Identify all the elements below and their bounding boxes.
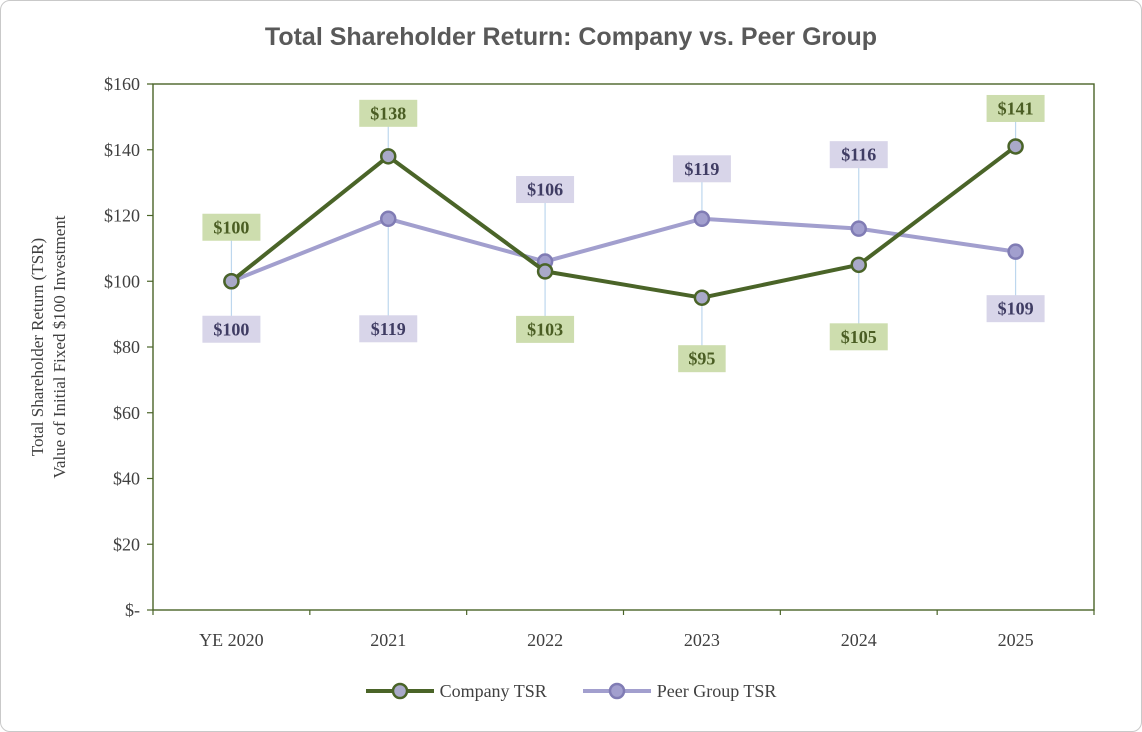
series-peer-group-tsr xyxy=(223,210,1024,290)
legend-label-peer-group-tsr: Peer Group TSR xyxy=(656,680,777,701)
legend-item-peer-group-tsr: Peer Group TSR xyxy=(582,680,777,702)
legend-marker-company-tsr xyxy=(365,682,434,700)
axes: $- $20 $40 $60 $80 $100 $120 $140 $160 YE 2020 202… xyxy=(28,74,1095,650)
data-labels-company-tsr: $100 $138 $103 $95 $105 $141 xyxy=(202,94,1045,373)
data-point-marker xyxy=(693,210,711,228)
y-tick-label: $60 xyxy=(113,403,140,423)
data-label-text: $106 xyxy=(527,180,563,200)
data-label-box xyxy=(359,99,418,127)
data-label-text: $100 xyxy=(213,217,249,237)
data-label-box xyxy=(829,141,888,169)
data-label-box xyxy=(678,345,726,373)
x-category-label: 2024 xyxy=(841,630,877,650)
legend-item-company-tsr: Company TSR xyxy=(365,680,547,702)
x-category-label: YE 2020 xyxy=(199,630,264,650)
x-category-label: 2025 xyxy=(998,630,1034,650)
data-point-marker xyxy=(693,289,711,306)
data-label-box xyxy=(202,315,261,343)
data-label-text: $103 xyxy=(527,319,563,339)
x-category-label: 2021 xyxy=(370,630,406,650)
legend-marker-peer-group-tsr xyxy=(582,682,651,700)
data-label-box xyxy=(516,176,575,204)
series-line-company-tsr xyxy=(230,144,1017,300)
x-category-label: 2022 xyxy=(527,630,563,650)
data-point-marker xyxy=(850,256,867,274)
data-point-marker xyxy=(380,148,397,165)
y-tick-label: $80 xyxy=(113,337,140,357)
series-line-peer-group-tsr xyxy=(230,216,1016,284)
data-point-marker xyxy=(850,220,867,237)
data-point-marker xyxy=(1007,138,1024,155)
tsr-line-chart: $- $20 $40 $60 $80 $100 $120 $140 $160 YE 2020 202… xyxy=(28,74,1095,650)
data-point-marker xyxy=(223,273,240,290)
data-label-box xyxy=(516,315,575,343)
y-tick-label: $100 xyxy=(104,271,140,291)
data-label-box xyxy=(986,94,1045,122)
series-company-tsr xyxy=(223,138,1024,306)
data-point-marker xyxy=(536,263,554,280)
y-tick-label: $160 xyxy=(104,74,140,94)
y-tick-label: $40 xyxy=(113,469,140,489)
y-axis-title: Total Shareholder Return (TSR) Value of I… xyxy=(28,215,69,478)
chart-title: Total Shareholder Return: Company vs. Pe… xyxy=(264,23,878,51)
data-point-marker xyxy=(1007,243,1024,260)
data-label-text: $141 xyxy=(998,98,1034,118)
data-labels-peer-group-tsr: $100 $119 $106 $119 $116 $109 xyxy=(202,141,1045,343)
data-label-box xyxy=(672,155,731,183)
legend-label-company-tsr: Company TSR xyxy=(439,680,547,701)
y-tick-label: $120 xyxy=(104,206,140,226)
data-label-text: $105 xyxy=(841,327,877,347)
data-label-text: $138 xyxy=(370,103,406,123)
data-label-box xyxy=(986,295,1045,323)
data-label-text: $100 xyxy=(213,319,249,339)
data-point-marker xyxy=(380,210,397,228)
data-label-text: $116 xyxy=(841,145,876,165)
data-label-box xyxy=(359,315,418,343)
y-tick-label: $- xyxy=(125,600,140,620)
y-tick-label: $20 xyxy=(113,534,140,554)
data-label-box xyxy=(829,323,888,351)
y-tick-label: $140 xyxy=(104,140,140,160)
data-label-text: $119 xyxy=(371,319,406,339)
data-label-box xyxy=(202,213,261,241)
data-label-text: $109 xyxy=(998,299,1034,319)
plot-border xyxy=(152,83,1095,611)
data-label-text: $95 xyxy=(688,349,715,369)
x-category-label: 2023 xyxy=(684,630,720,650)
data-label-text: $119 xyxy=(684,159,719,179)
chart-legend: Company TSR Peer Group TSR xyxy=(1,669,1141,713)
